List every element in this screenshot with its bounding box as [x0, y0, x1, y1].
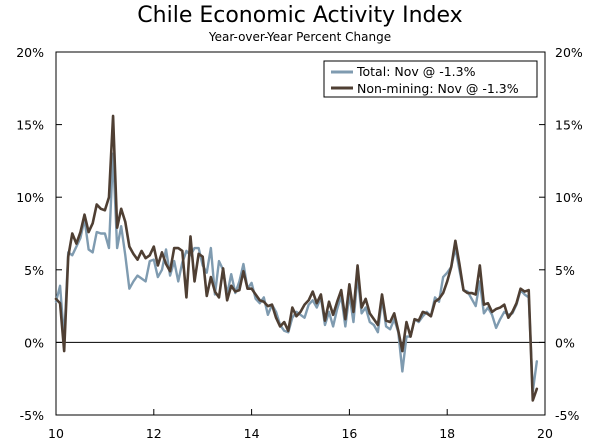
plot-area: [55, 51, 546, 416]
legend-label-non-mining: Non-mining: Nov @ -1.3%: [357, 81, 519, 96]
x-tick-label: 10: [48, 426, 64, 441]
series-layer: [54, 114, 539, 402]
y-tick-label-right: 0%: [555, 335, 575, 350]
x-tick-label: 18: [439, 426, 455, 441]
chart-legend: Total: Nov @ -1.3% Non-mining: Nov @ -1.…: [323, 60, 538, 98]
y-tick-label-left: -5%: [20, 408, 44, 423]
y-tick-label-right: 10%: [555, 190, 583, 205]
y-tick-label-right: 15%: [555, 118, 583, 133]
x-tick-label: 14: [244, 426, 260, 441]
chart-subtitle: Year-over-Year Percent Change: [208, 30, 392, 44]
x-tick-label: 16: [341, 426, 357, 441]
y-tick-label-left: 20%: [16, 45, 44, 60]
y-tick-label-left: 10%: [16, 190, 44, 205]
y-tick-label-right: -5%: [555, 408, 579, 423]
x-tick-label: 12: [146, 426, 162, 441]
y-tick-label-right: 20%: [555, 45, 583, 60]
x-tick-label: 20: [537, 426, 553, 441]
legend-label-total: Total: Nov @ -1.3%: [356, 64, 476, 79]
chart-title: Chile Economic Activity Index: [137, 3, 463, 28]
series-line-total: [54, 152, 539, 393]
series-line-non-mining: [54, 114, 539, 402]
axis-ticks: 20% 20% 15% 15% 10% 10% 5% 5% 0% 0% -5% -5% 10 12 14 16…: [16, 45, 583, 441]
y-tick-label-left: 5%: [24, 263, 44, 278]
legend-box: [323, 60, 538, 98]
y-tick-label-left: 0%: [24, 335, 44, 350]
y-tick-label-left: 15%: [16, 118, 44, 133]
y-tick-label-right: 5%: [555, 263, 575, 278]
